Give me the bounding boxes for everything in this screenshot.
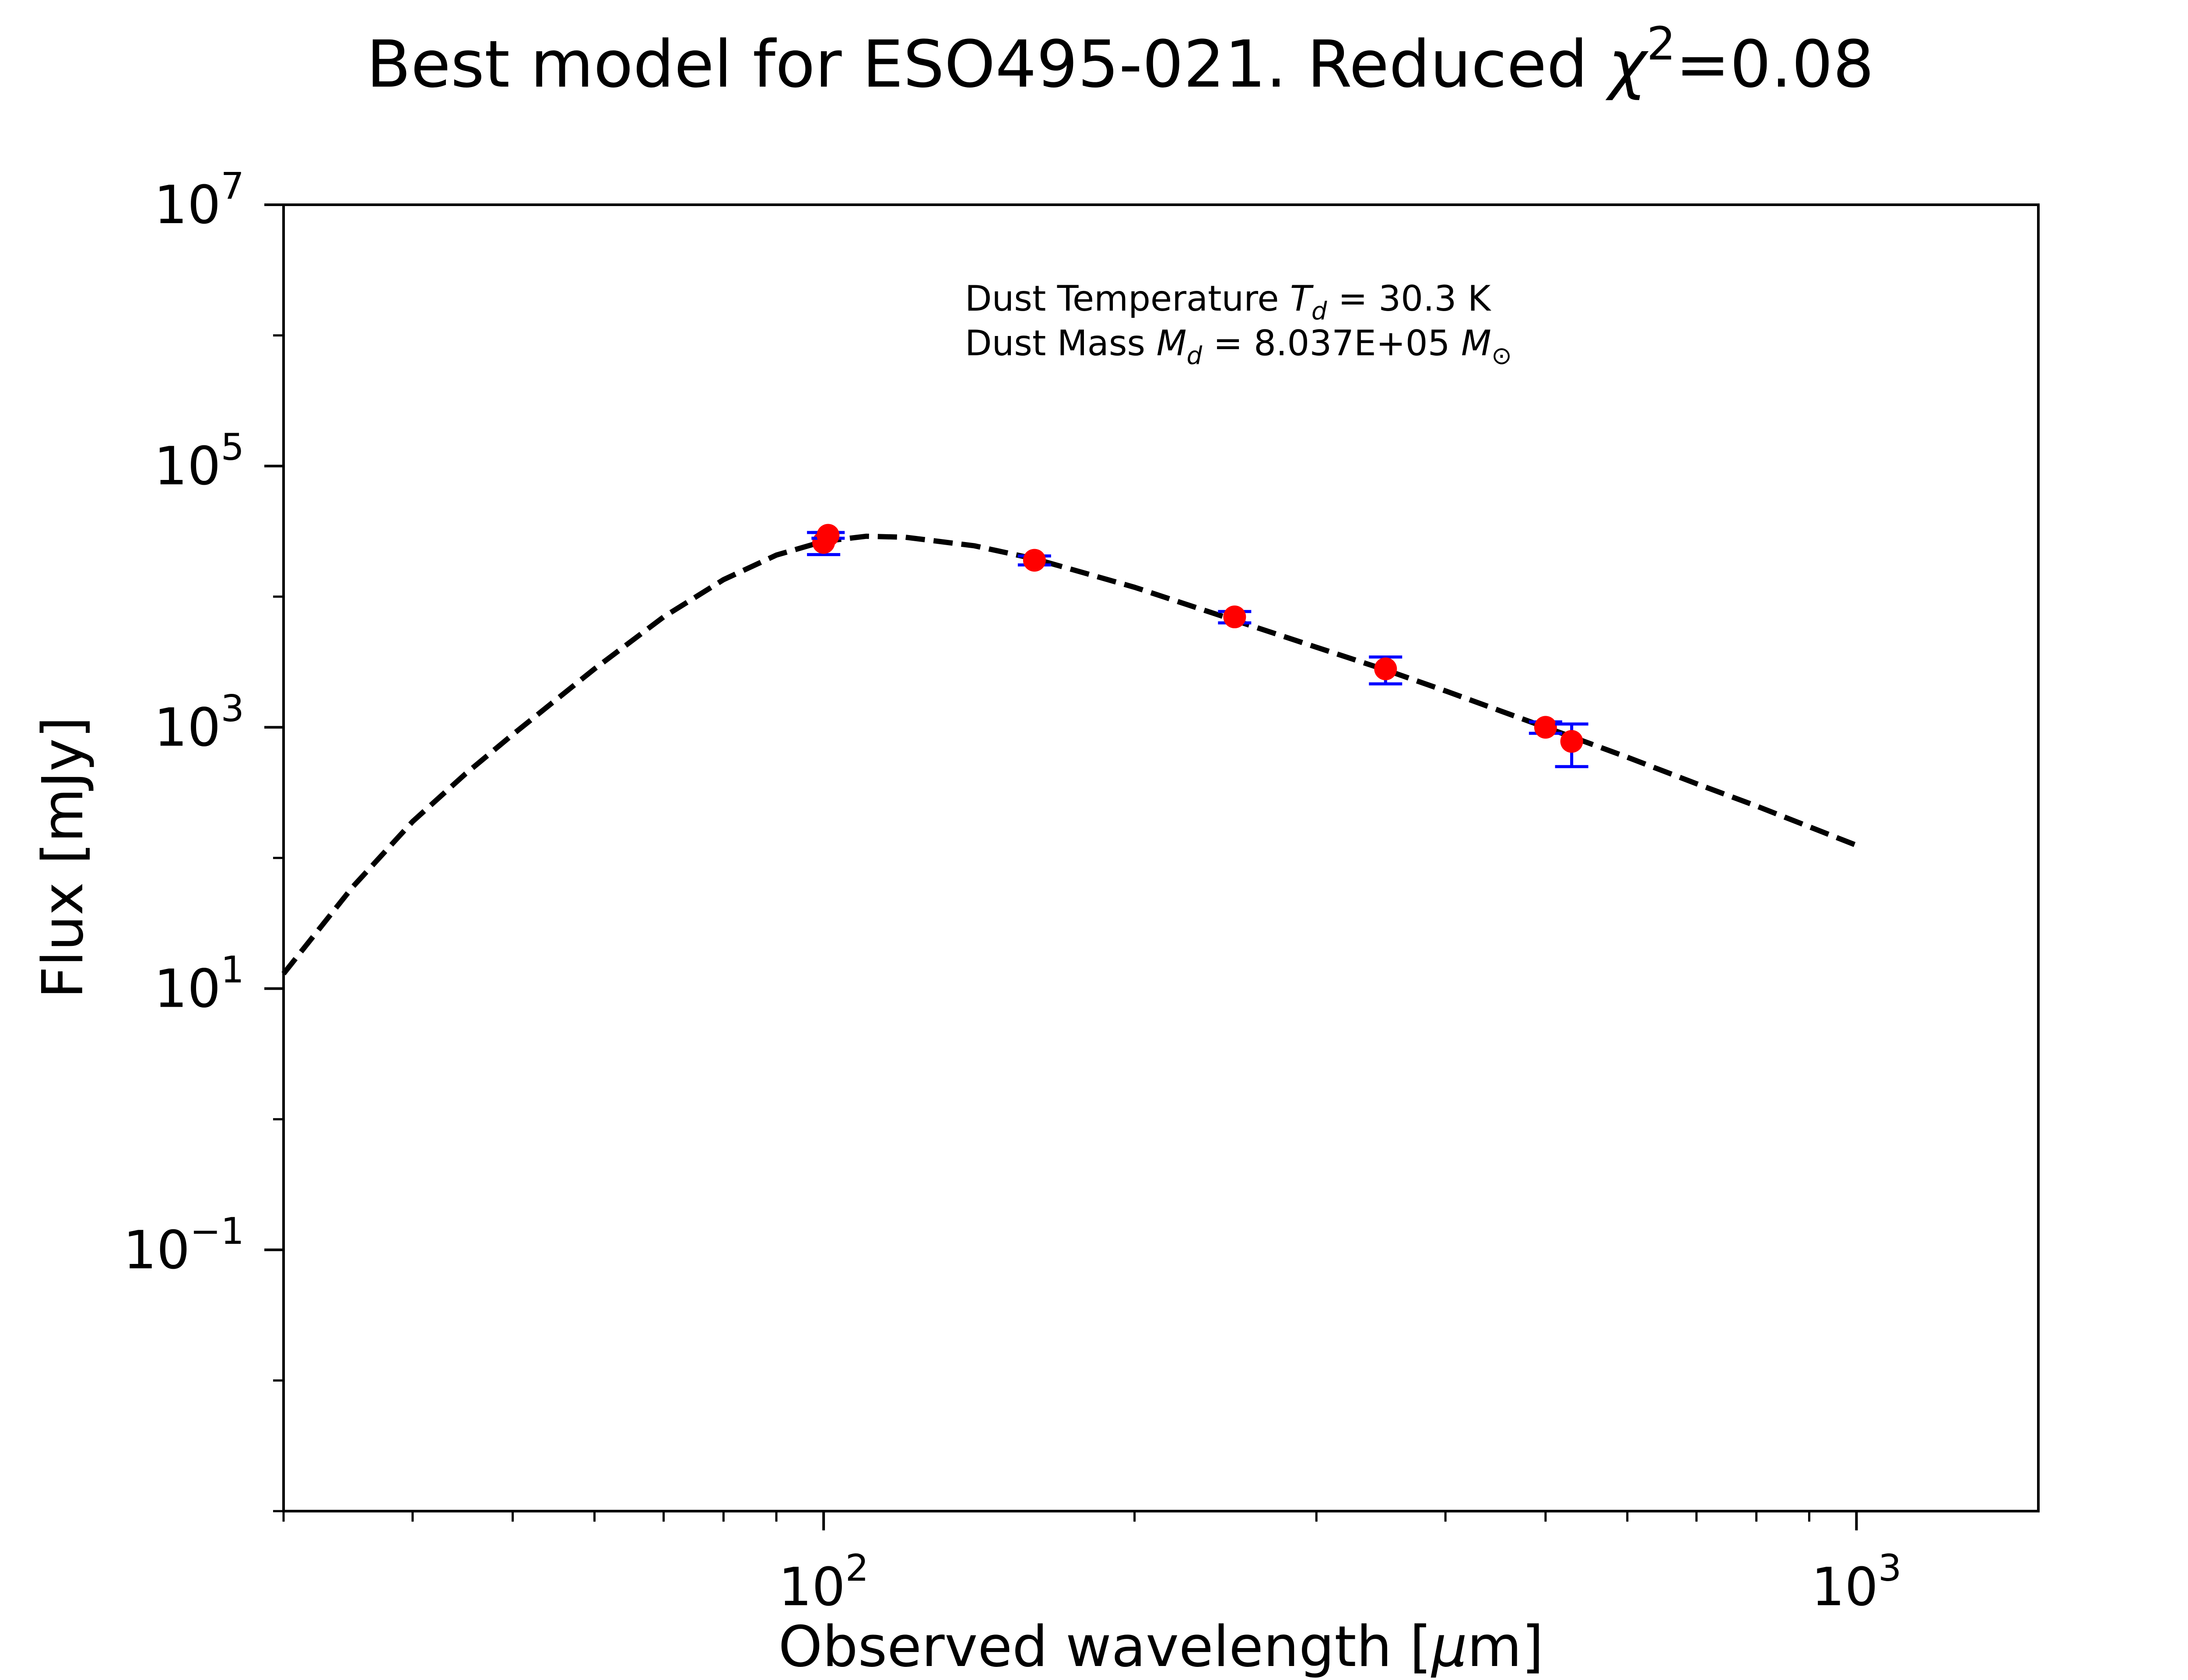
dust-temperature-label: Dust Temperature Td = 30.3 K — [965, 278, 1492, 326]
data-point-group — [1218, 606, 1252, 629]
data-point — [1534, 716, 1557, 739]
dust-mass-label: Dust Mass Md = 8.037E+05 M⊙ — [965, 323, 1512, 370]
data-point — [1374, 657, 1397, 680]
data-point — [817, 524, 840, 547]
y-tick-label: 10−1 — [123, 1210, 244, 1281]
y-tick-label: 103 — [154, 687, 244, 758]
data-point-group — [1017, 549, 1051, 572]
chart-title: Best model for ESO495-021. Reduced χ2=0.… — [366, 17, 1874, 102]
data-point-group — [1555, 722, 1588, 768]
data-point — [1560, 730, 1583, 753]
x-tick-label: 103 — [1811, 1547, 1901, 1618]
y-tick-label: 105 — [154, 426, 244, 497]
data-point — [1023, 549, 1046, 572]
y-tick-label: 101 — [154, 948, 244, 1020]
axis-ticks: 102 103 10−1 101 103 105 107 — [123, 164, 1901, 1618]
data-point-group — [811, 524, 845, 547]
data-point — [1223, 606, 1246, 629]
data-point-group — [1529, 716, 1562, 739]
y-axis-label: Flux [mJy] — [31, 717, 96, 999]
data-point-group — [1369, 655, 1403, 686]
y-tick-label: 107 — [154, 164, 244, 236]
fit-annotation: Dust Temperature Td = 30.3 K Dust Mass M… — [965, 278, 1512, 370]
x-axis-label: Observed wavelength [μm] — [778, 1614, 1544, 1680]
data-points-layer — [807, 524, 1588, 768]
x-tick-label: 102 — [778, 1547, 869, 1618]
